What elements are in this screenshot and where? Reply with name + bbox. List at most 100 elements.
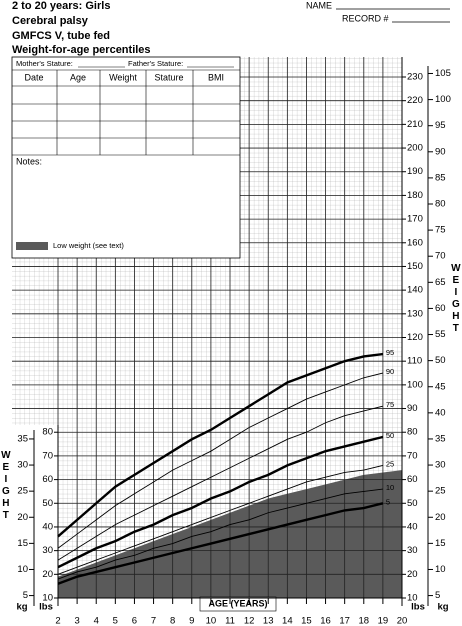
y2-tick-label: 45 — [435, 381, 446, 392]
unit-label: kg — [437, 602, 448, 613]
y-tick-label: 40 — [407, 521, 418, 532]
title-line: 2 to 20 years: Girls — [12, 0, 110, 12]
y-tick-label: 50 — [42, 498, 53, 509]
y2-tick-label: 20 — [435, 512, 446, 523]
percentile-label: 5 — [386, 497, 390, 506]
y-tick-label: 210 — [407, 119, 423, 130]
y-tick-label: 40 — [42, 521, 53, 532]
y-tick-label: 190 — [407, 166, 423, 177]
y-tick-label: 20 — [42, 569, 53, 580]
percentile-label: 75 — [386, 400, 394, 409]
x-tick-label: 16 — [320, 616, 331, 626]
y-tick-label: 180 — [407, 190, 423, 201]
percentile-line — [57, 352, 384, 538]
percentile-line — [57, 405, 383, 561]
y-tick-label: 100 — [407, 379, 423, 390]
y2-tick-label: 95 — [435, 120, 446, 131]
y2-tick-label: 60 — [435, 303, 446, 314]
y-tick-label: 60 — [42, 474, 53, 485]
y2-tick-label: 50 — [435, 355, 446, 366]
percentile-line — [57, 372, 383, 549]
legend-swatch — [16, 242, 48, 250]
notes-label: Notes: — [16, 156, 42, 166]
y2-tick-label: 15 — [435, 538, 446, 549]
y-axis-title: WEIGHT — [450, 263, 461, 335]
y2-tick-label: 55 — [435, 329, 446, 340]
y2-tick-label: 105 — [435, 68, 451, 79]
x-tick-label: 14 — [282, 616, 293, 626]
y-axis-title: WEIGHT — [0, 450, 11, 522]
y-tick-label: 70 — [42, 450, 53, 461]
percentile-line — [57, 502, 384, 585]
percentile-label: 50 — [386, 431, 394, 440]
x-tick-label: 7 — [151, 616, 156, 626]
x-axis-title: AGE (YEARS) — [208, 598, 267, 608]
y-tick-label: 50 — [407, 498, 418, 509]
y-tick-label: 90 — [407, 403, 418, 414]
x-tick-label: 2 — [55, 616, 60, 626]
name-label: NAME — [306, 0, 332, 10]
x-tick-label: 13 — [263, 616, 274, 626]
y2-tick-label: 10 — [435, 564, 446, 575]
y2-tick-label: 35 — [435, 433, 446, 444]
y-tick-label: 30 — [42, 545, 53, 556]
y-tick-label: 60 — [407, 474, 418, 485]
mother-stature: Mother's Stature: — [16, 59, 73, 68]
y2-tick-label: 40 — [435, 407, 446, 418]
x-tick-label: 5 — [113, 616, 118, 626]
x-tick-label: 8 — [170, 616, 175, 626]
title-line: Cerebral palsy — [12, 15, 89, 27]
y2-tick-label: 100 — [435, 94, 451, 105]
y2-tick-label: 20 — [17, 512, 28, 523]
x-tick-label: 20 — [397, 616, 408, 626]
y2-tick-label: 5 — [23, 590, 28, 601]
y2-tick-label: 85 — [435, 172, 446, 183]
percentile-label: 25 — [386, 459, 394, 468]
column-header: Weight — [109, 72, 137, 82]
y2-tick-label: 30 — [17, 460, 28, 471]
y2-tick-label: 75 — [435, 225, 446, 236]
x-tick-label: 4 — [94, 616, 99, 626]
y2-tick-label: 5 — [435, 590, 440, 601]
x-tick-label: 12 — [244, 616, 255, 626]
y2-tick-label: 25 — [435, 486, 446, 497]
percentile-line — [57, 464, 383, 575]
y-tick-label: 110 — [407, 356, 422, 367]
title-line: GMFCS V, tube fed — [12, 30, 110, 42]
y-tick-label: 160 — [407, 237, 423, 248]
y-tick-label: 30 — [407, 545, 418, 556]
y-tick-label: 200 — [407, 143, 423, 154]
x-tick-label: 17 — [339, 616, 350, 626]
y2-tick-label: 10 — [17, 564, 28, 575]
y2-tick-label: 25 — [17, 486, 28, 497]
y-tick-label: 70 — [407, 450, 418, 461]
column-header: BMI — [208, 72, 224, 82]
x-tick-label: 10 — [206, 616, 217, 626]
percentile-label: 95 — [386, 348, 394, 357]
record-box — [11, 56, 241, 259]
y-tick-label: 10 — [42, 593, 53, 604]
y2-tick-label: 35 — [17, 433, 28, 444]
column-header: Age — [70, 72, 86, 82]
x-tick-label: 9 — [189, 616, 194, 626]
y-tick-label: 170 — [407, 214, 423, 225]
y2-tick-label: 70 — [435, 251, 446, 262]
y-tick-label: 150 — [407, 261, 423, 272]
x-tick-label: 3 — [74, 616, 79, 626]
record-table-lines — [12, 69, 240, 156]
y2-tick-label: 80 — [435, 199, 446, 210]
y2-tick-label: 65 — [435, 277, 446, 288]
unit-label: lbs — [39, 602, 53, 613]
percentile-label: 90 — [386, 367, 394, 376]
column-header: Stature — [154, 72, 183, 82]
legend-label: Low weight (see text) — [53, 241, 124, 250]
x-tick-label: 6 — [132, 616, 137, 626]
y2-tick-label: 30 — [435, 460, 446, 471]
percentile-line — [57, 435, 384, 569]
y-tick-label: 140 — [407, 285, 423, 296]
percentile-line — [57, 488, 383, 580]
percentile-label: 10 — [386, 483, 394, 492]
y-tick-label: 220 — [407, 95, 423, 106]
y-tick-label: 230 — [407, 72, 423, 83]
